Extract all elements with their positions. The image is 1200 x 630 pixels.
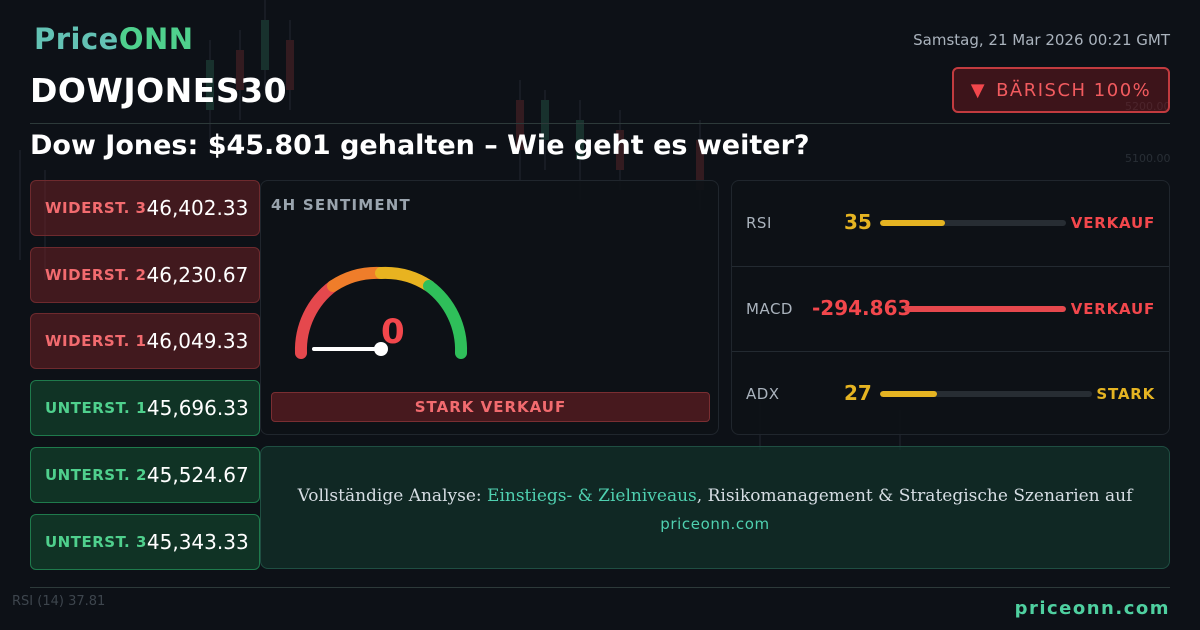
indicator-value: 35: [844, 210, 872, 234]
level-resistance-1: WIDERST. 1 46,049.33: [30, 313, 260, 369]
header-divider: [30, 123, 1170, 124]
logo[interactable]: PriceONN: [34, 22, 194, 56]
indicator-signal: VERKAUF: [1070, 300, 1155, 318]
logo-part1: Price: [34, 22, 119, 56]
level-label: UNTERST. 3: [45, 533, 147, 551]
level-support-2: UNTERST. 2 45,524.67: [30, 447, 260, 503]
cta-prefix: Vollständige Analyse:: [297, 486, 488, 506]
timestamp: Samstag, 21 Mar 2026 00:21 GMT: [913, 31, 1170, 49]
sentiment-gauge: 0: [294, 266, 468, 359]
bg-rsi-name: RSI: [12, 594, 34, 609]
sentiment-value: 0: [381, 312, 405, 352]
indicator-signal: VERKAUF: [1070, 214, 1155, 232]
level-label: WIDERST. 2: [45, 266, 147, 284]
level-label: WIDERST. 3: [45, 199, 147, 217]
sentiment-title: 4H SENTIMENT: [271, 196, 411, 214]
indicator-signal: STARK: [1096, 385, 1155, 403]
indicator-row-rsi: RSI 35 VERKAUF: [732, 181, 1169, 266]
indicator-bar: [904, 306, 1066, 312]
indicator-row-macd: MACD -294.863 VERKAUF: [732, 266, 1169, 351]
level-value: 45,343.33: [146, 530, 249, 554]
indicator-value: 27: [844, 381, 872, 405]
cta-panel[interactable]: Vollständige Analyse: Einstiegs- & Zieln…: [260, 446, 1170, 569]
indicator-row-adx: ADX 27 STARK: [732, 351, 1169, 436]
footer-divider: [30, 587, 1170, 588]
bg-rsi-period: (14): [37, 594, 64, 609]
bg-rsi-value: 37.81: [68, 594, 106, 609]
signal-label: BÄRISCH 100%: [996, 79, 1152, 101]
headline: Dow Jones: $45.801 gehalten – Wie geht e…: [30, 130, 810, 161]
level-value: 45,696.33: [146, 396, 249, 420]
indicator-bar-fill: [904, 306, 1066, 312]
level-value: 45,524.67: [146, 463, 249, 487]
sentiment-panel: 4H SENTIMENT 0 STARK VERKAUF: [260, 180, 719, 435]
symbol-title: DOWJONES30: [30, 71, 288, 110]
cta-suffix: , Risikomanagement & Strategische Szenar…: [696, 486, 1133, 506]
signal-badge: ▼ BÄRISCH 100%: [952, 67, 1170, 113]
level-label: WIDERST. 1: [45, 332, 147, 350]
triangle-down-icon: ▼: [970, 79, 987, 101]
indicator-bar-fill: [880, 391, 938, 397]
logo-part2: ONN: [118, 22, 194, 56]
svg-text:5100.00: 5100.00: [1125, 152, 1171, 165]
indicator-name: MACD: [746, 300, 793, 318]
indicator-bar-fill: [880, 220, 946, 226]
level-support-1: UNTERST. 1 45,696.33: [30, 380, 260, 436]
level-value: 46,230.67: [146, 263, 249, 287]
indicator-value: -294.863: [812, 296, 912, 320]
level-label: UNTERST. 2: [45, 466, 147, 484]
svg-text:5200.00: 5200.00: [1125, 100, 1171, 113]
level-resistance-3: WIDERST. 3 46,402.33: [30, 180, 260, 236]
cta-text: Vollständige Analyse: Einstiegs- & Zieln…: [261, 486, 1169, 506]
level-resistance-2: WIDERST. 2 46,230.67: [30, 247, 260, 303]
background-rsi-label: RSI (14) 37.81: [12, 594, 105, 609]
indicator-bar: [880, 391, 1092, 397]
footer-url[interactable]: priceonn.com: [1014, 598, 1170, 619]
sentiment-label: STARK VERKAUF: [271, 392, 710, 422]
cta-highlight: Einstiegs- & Zielniveaus: [487, 486, 697, 506]
level-support-3: UNTERST. 3 45,343.33: [30, 514, 260, 570]
cta-link[interactable]: priceonn.com: [660, 515, 770, 533]
indicators-panel: RSI 35 VERKAUF MACD -294.863 VERKAUF ADX…: [731, 180, 1170, 435]
indicator-name: ADX: [746, 385, 780, 403]
level-value: 46,402.33: [146, 196, 249, 220]
indicator-name: RSI: [746, 214, 772, 232]
level-label: UNTERST. 1: [45, 399, 147, 417]
level-value: 46,049.33: [146, 329, 249, 353]
indicator-bar: [880, 220, 1066, 226]
gauge-hub: [374, 342, 388, 356]
